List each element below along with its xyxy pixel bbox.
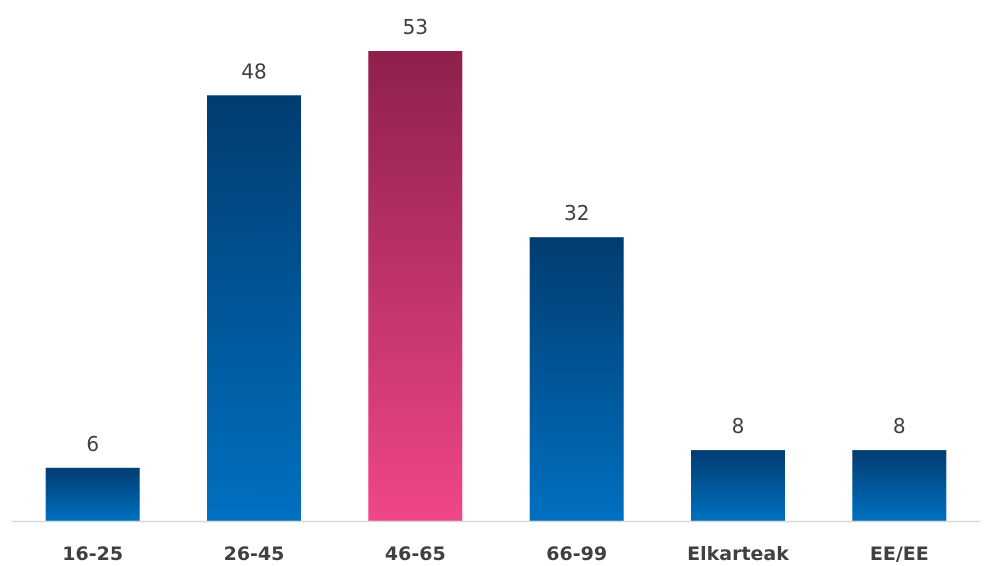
bar-16-25 — [45, 467, 140, 521]
x-tick-label-46-65: 46-65 — [385, 543, 446, 565]
value-labels-layer: 6 48 53 32 8 8 — [86, 15, 905, 456]
value-label-46-65: 53 — [403, 15, 428, 39]
value-label-66-99: 32 — [564, 201, 589, 225]
bar-elkarteak — [691, 450, 785, 521]
bar-26-45 — [207, 95, 301, 522]
tick-labels-layer: 16-25 26-45 46-65 66-99 Elkarteak EE/EE — [62, 543, 928, 565]
bar-66-99 — [529, 237, 624, 521]
value-label-26-45: 48 — [241, 59, 266, 83]
x-tick-label-26-45: 26-45 — [224, 543, 285, 565]
x-tick-label-66-99: 66-99 — [546, 543, 607, 565]
bar-ee-ee — [852, 450, 947, 521]
value-label-elkarteak: 8 — [732, 414, 745, 438]
bars-layer — [45, 51, 947, 522]
value-label-16-25: 6 — [86, 432, 99, 456]
value-label-ee-ee: 8 — [893, 414, 906, 438]
x-tick-label-16-25: 16-25 — [62, 543, 123, 565]
x-tick-label-ee-ee: EE/EE — [870, 543, 929, 565]
x-tick-label-elkarteak: Elkarteak — [687, 543, 789, 565]
bar-46-65 — [368, 51, 463, 521]
